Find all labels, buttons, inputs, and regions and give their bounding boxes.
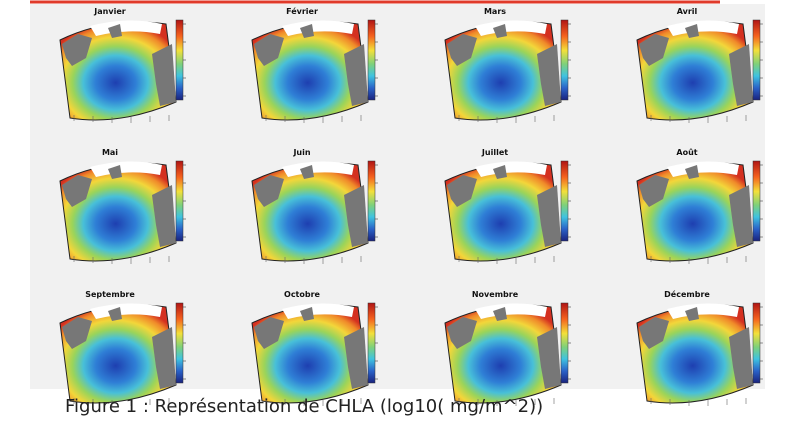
colorbar bbox=[176, 161, 183, 241]
colorbar bbox=[368, 20, 375, 100]
colorbar bbox=[753, 20, 760, 100]
panel-title: Janvier bbox=[93, 7, 125, 16]
colorbar bbox=[753, 303, 760, 383]
panel-title: Juillet bbox=[481, 148, 508, 157]
panel-title: Novembre bbox=[472, 290, 519, 299]
colorbar bbox=[368, 161, 375, 241]
panel-title: Juin bbox=[292, 148, 310, 157]
panel-title: Octobre bbox=[284, 290, 321, 299]
colorbar bbox=[561, 161, 568, 241]
panel-title: Août bbox=[676, 148, 697, 157]
colorbar bbox=[561, 20, 568, 100]
panel-title: Décembre bbox=[664, 289, 710, 299]
colorbar bbox=[561, 303, 568, 383]
panel-title: Septembre bbox=[85, 290, 135, 299]
panel-title: Avril bbox=[677, 7, 698, 16]
colorbar bbox=[176, 303, 183, 383]
caption: Figure 1 : Représentation de CHLA (log10… bbox=[65, 396, 543, 417]
colorbar bbox=[753, 161, 760, 241]
figure: Janvier Février Mars Avril Mai Juin Juillet Aoû… bbox=[0, 0, 790, 421]
colorbar bbox=[368, 303, 375, 383]
panel-title: Février bbox=[286, 6, 318, 16]
panel-title: Mars bbox=[484, 7, 506, 16]
panel-title: Mai bbox=[102, 148, 118, 157]
colorbar bbox=[176, 20, 183, 100]
